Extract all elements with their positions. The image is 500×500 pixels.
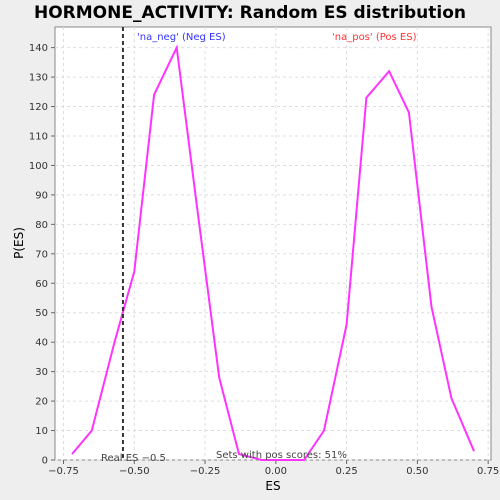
x-axis-ticks: −0.75 −0.50 −0.25 0.00 0.25 0.50 0.75 [48, 460, 499, 477]
y-tick-label: 60 [35, 279, 48, 290]
neg-es-label: 'na_neg' (Neg ES) [137, 32, 226, 43]
y-tick-label: 10 [35, 426, 48, 437]
x-tick-label: −0.75 [48, 466, 79, 477]
y-tick-label: 80 [35, 220, 48, 231]
y-tick-label: 20 [35, 397, 48, 408]
y-tick-label: 110 [29, 131, 48, 142]
y-tick-label: 100 [29, 161, 48, 172]
x-axis-label: ES [265, 479, 280, 493]
y-tick-label: 90 [35, 190, 48, 201]
y-tick-label: 0 [42, 456, 48, 467]
y-axis-ticks: 0 10 20 30 40 50 60 70 80 90 100 110 120 130 140 [29, 43, 55, 467]
series-line [71, 44, 475, 461]
y-tick-label: 120 [29, 102, 48, 113]
x-tick-label: 0.25 [335, 466, 357, 477]
y-axis-label: P(ES) [12, 227, 26, 259]
y-tick-label: 30 [35, 367, 48, 378]
x-tick-label: 0.75 [477, 466, 499, 477]
plot-area [54, 26, 492, 461]
sets-pos-label: Sets with pos scores: 51% [216, 450, 347, 461]
y-tick-label: 40 [35, 338, 48, 349]
chart-title: HORMONE_ACTIVITY: Random ES distribution [34, 3, 466, 23]
y-tick-label: 50 [35, 308, 48, 319]
x-tick-label: 0.00 [265, 466, 287, 477]
x-tick-label: −0.50 [119, 466, 150, 477]
y-tick-label: 140 [29, 43, 48, 54]
y-tick-label: 130 [29, 73, 48, 84]
x-tick-label: 0.50 [406, 466, 428, 477]
real-es-label: Real ES −0.5 [101, 453, 166, 464]
y-tick-label: 70 [35, 249, 48, 260]
x-tick-label: −0.25 [190, 466, 221, 477]
pos-es-label: 'na_pos' (Pos ES) [332, 32, 417, 43]
grid-lines [55, 27, 491, 461]
